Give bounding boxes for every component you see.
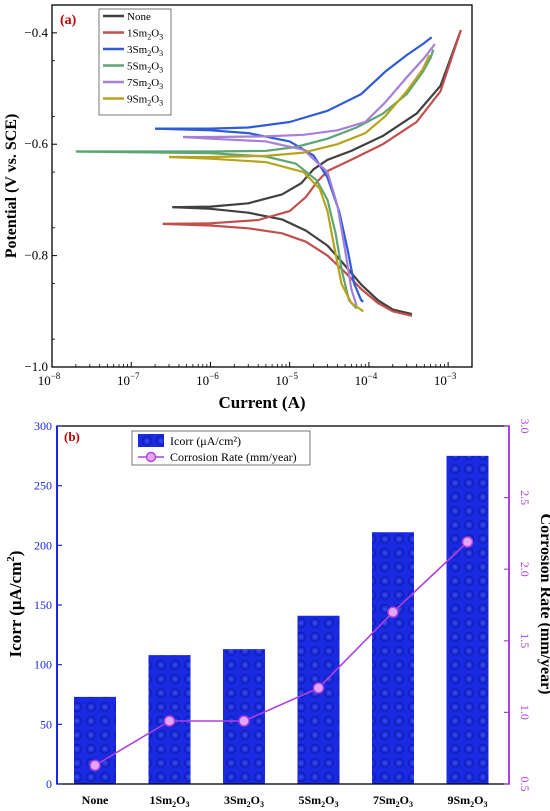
curve-3sm2o3-anodic [155,36,433,130]
legend-entry: 5Sm2O3 [127,61,163,75]
corrosion-rate-point [461,536,474,548]
x-tick-label: 10−7 [117,371,140,388]
x-tick-label: 10−8 [38,371,61,388]
icorr-panel: 0 50 100 150 200 250 300 0.5 1.0 1.5 2.0 2.5 3.0 No… [5,419,550,810]
legend-swatch-bar [138,434,164,447]
x-category-label: None [82,793,109,807]
legend-b: Icorr (μA/cm²) Corrosion Rate (mm/year) [131,430,311,466]
corrosion-rate-line [94,541,469,767]
x-axis-label-a: Current (A) [218,393,305,412]
y2-tick-label-b: 0.5 [518,777,532,792]
x-tick-label: 10−3 [434,371,457,388]
corrosion-rate-point [238,715,250,727]
legend-entry-icorr: Icorr (μA/cm²) [170,434,241,448]
y2-tick-label-b: 2.5 [518,490,532,505]
legend-entry: 9Sm2O3 [127,94,163,108]
corrosion-rate-point [387,606,399,618]
y-tick-label-b: 250 [34,479,52,493]
legend-entry-rate: Corrosion Rate (mm/year) [170,450,297,464]
y2-axis-label-b: Corrosion Rate (mm/year) [537,514,550,695]
y-tick-label: −0.4 [24,25,48,40]
curve-1sm2o3-anodic [162,29,462,225]
y2-tick-label-b: 1.0 [518,705,532,720]
legend-entry: 1Sm2O3 [127,28,163,42]
y-tick-label-b: 100 [34,658,52,672]
legend-entry: None [127,11,151,23]
curve-7sm2o3-cathodic [182,135,358,307]
polarization-panel: 10−8 10−7 10−6 10−5 10−4 10−3 −0.4 −0.6 −0.8 −1.… [3,4,473,412]
y-tick-label: −0.6 [24,136,48,151]
x-tick-label: 10−6 [196,371,219,388]
y2-tick-label-b: 1.5 [518,633,532,648]
curve-3sm2o3-cathodic [155,127,364,303]
corrosion-rate-point [89,759,101,772]
legend-entry: 3Sm2O3 [127,44,163,58]
curve-5sm2o3-cathodic [75,150,358,310]
y-tick-label-b: 150 [34,598,52,612]
bar-icorr [297,615,340,784]
plot-frame-a [51,4,473,368]
panel-label-a: (a) [60,13,77,28]
x-category-label: 3Sm2O3 [224,793,264,809]
y-tick-label-b: 50 [40,717,52,731]
y-tick-label-b: 0 [46,777,52,791]
x-category-label: 5Sm2O3 [298,793,338,809]
x-category-label: 9Sm2O3 [447,793,487,809]
y-axis-label-b: Icorr (μA/cm2) [5,551,25,658]
y-axis-label-a: Potential (V vs. SCE) [3,114,20,259]
x-tick-label: 10−5 [275,371,298,388]
curve-9sm2o3-cathodic [168,155,364,313]
x-category-label: 7Sm2O3 [373,793,413,809]
x-category-label: 1Sm2O3 [149,793,189,809]
y2-tick-label-b: 2.0 [518,562,532,577]
bar-icorr [372,532,414,784]
curve-9sm2o3-anodic [169,54,431,159]
plot-frame-b [56,425,510,785]
curve-1sm2o3-cathodic [162,222,413,317]
curve-none-cathodic [172,206,413,316]
y-tick-label-b: 300 [34,419,52,433]
legend-entry: 7Sm2O3 [127,77,163,91]
curve-5sm2o3-anodic [75,49,435,153]
panel-label-b: (b) [64,429,80,444]
corrosion-rate-point [312,682,325,694]
y-tick-label-b: 200 [34,538,52,552]
y-tick-label: −1.0 [24,359,48,374]
legend-swatch-marker [145,451,157,463]
curve-7sm2o3-anodic [183,43,436,139]
x-tick-label: 10−4 [355,371,378,388]
y2-tick-label-b: 3.0 [518,419,532,434]
corrosion-rate-point [163,715,176,727]
y-tick-label: −0.8 [24,248,48,263]
bar-icorr [446,455,489,784]
legend-a: None 1Sm2O3 3Sm2O3 5Sm2O3 7Sm2O3 9Sm2O3 [98,8,172,116]
